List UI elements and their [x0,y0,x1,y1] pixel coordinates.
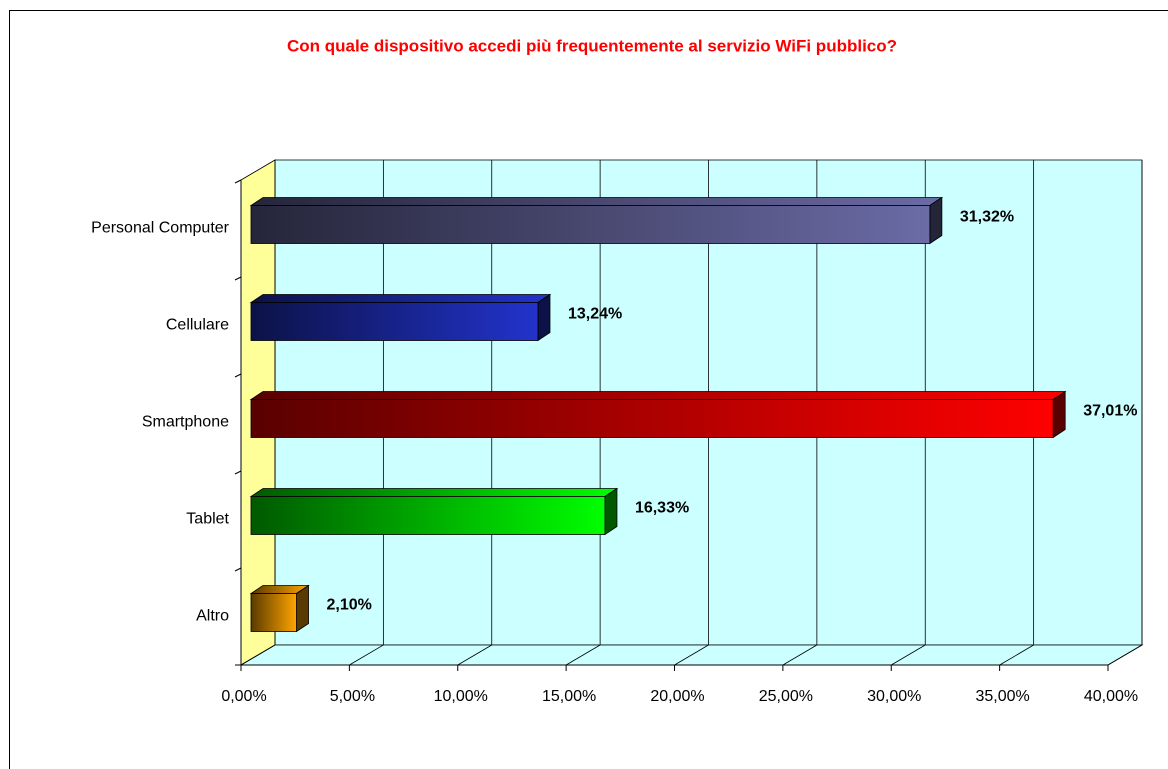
value-label: 31,32% [960,209,1014,226]
y-tick-label: Altro [196,608,229,625]
value-label: 2,10% [327,597,372,614]
bar-end [929,196,943,245]
bar-top [249,294,552,303]
value-label: 16,33% [635,500,689,517]
floor-grid-line [240,644,276,666]
bar-top [249,197,944,206]
y-tick [234,276,242,281]
y-tick [234,179,242,184]
floor-grid-line [349,644,384,666]
y-tick [234,373,242,378]
y-tick-label: Personal Computer [91,220,230,237]
x-tick-label: 5,00% [330,688,375,705]
bar-end [1052,390,1066,439]
x-tick-label: 20,00% [650,688,704,705]
floor-grid-line [1107,644,1143,666]
bar [250,399,1054,438]
floor-grid-line [457,644,492,666]
bar-end [296,584,309,633]
bar-top [249,488,619,497]
bar [250,593,297,632]
x-tick-label: 30,00% [867,688,921,705]
bar-end [537,293,551,342]
floor-grid-line [891,644,926,666]
x-tick-label: 10,00% [434,688,488,705]
y-tick [234,470,242,475]
chart-title: Con quale dispositivo accedi più frequen… [287,36,897,55]
floor-grid-line [999,644,1034,666]
x-tick-label: 40,00% [1084,688,1138,705]
x-tick-label: 15,00% [542,688,596,705]
x-tick-label: 0,00% [221,688,266,705]
bar [250,205,931,244]
bar-end [604,487,618,536]
x-tick-label: 35,00% [975,688,1029,705]
value-label: 37,01% [1083,403,1137,420]
bar-top [249,391,1067,400]
x-tick-label: 25,00% [759,688,813,705]
bar [250,496,606,535]
floor-grid-line [782,644,818,666]
y-tick-label: Tablet [186,511,229,528]
floor-grid-line [565,644,601,666]
floor-grid-line [674,644,709,666]
value-label: 13,24% [568,306,622,323]
y-tick-label: Cellulare [166,317,229,334]
y-tick-label: Smartphone [142,414,229,431]
y-tick [234,567,242,572]
bar [250,302,539,341]
